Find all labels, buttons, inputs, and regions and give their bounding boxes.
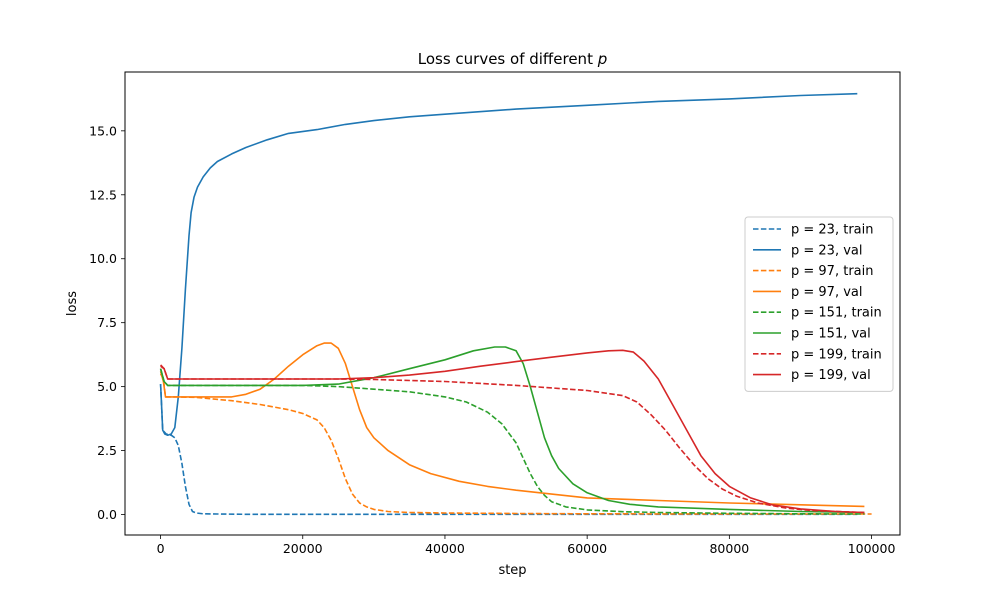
y-tick-label: 2.5 xyxy=(97,443,117,458)
y-tick-label: 10.0 xyxy=(89,251,117,266)
x-tick-label: 80000 xyxy=(709,541,749,556)
plot-frame xyxy=(124,71,901,536)
x-tick-label: 40000 xyxy=(425,541,465,556)
y-tick-label: 12.5 xyxy=(89,187,117,202)
series-line-p-151-val xyxy=(159,346,865,514)
legend-label: p = 23, val xyxy=(791,243,863,258)
legend-label: p = 97, val xyxy=(791,285,863,300)
legend-label: p = 151, val xyxy=(791,327,871,342)
legend-label: p = 151, train xyxy=(791,306,882,321)
series-line-p-97-val xyxy=(159,342,865,508)
y-tick-label: 15.0 xyxy=(89,123,117,138)
x-tick-label: 100000 xyxy=(848,541,896,556)
legend-box xyxy=(744,216,894,392)
y-tick-label: 7.5 xyxy=(97,315,117,330)
legend-label: p = 97, train xyxy=(791,264,873,279)
x-tick-label: 60000 xyxy=(567,541,607,556)
y-tick-label: 0.0 xyxy=(97,507,117,522)
series-line-p-151-train xyxy=(159,368,865,515)
y-axis-ticks: 0.0 2.5 5.0 7.5 10.0 12.5 15.0 xyxy=(89,123,125,522)
chart-title: Loss curves of different p xyxy=(418,50,608,68)
x-axis-ticks: 0 20000 40000 60000 80000 100000 xyxy=(157,535,896,556)
x-axis-label: step xyxy=(498,563,526,578)
y-axis-label: loss xyxy=(65,291,80,316)
y-tick-label: 5.0 xyxy=(97,379,117,394)
x-tick-label: 0 xyxy=(157,541,165,556)
series-line-p-199-val xyxy=(160,349,865,514)
legend-label: p = 199, val xyxy=(791,368,871,383)
legend-label: p = 199, train xyxy=(791,347,882,362)
series-line-p-23-train xyxy=(159,384,858,516)
x-tick-label: 20000 xyxy=(283,541,323,556)
series-layer xyxy=(159,92,872,516)
legend: p = 23, train p = 23, val p = 97, train p =… xyxy=(744,216,894,392)
legend-label: p = 23, train xyxy=(791,223,873,238)
series-line-p-23-val xyxy=(159,92,858,437)
